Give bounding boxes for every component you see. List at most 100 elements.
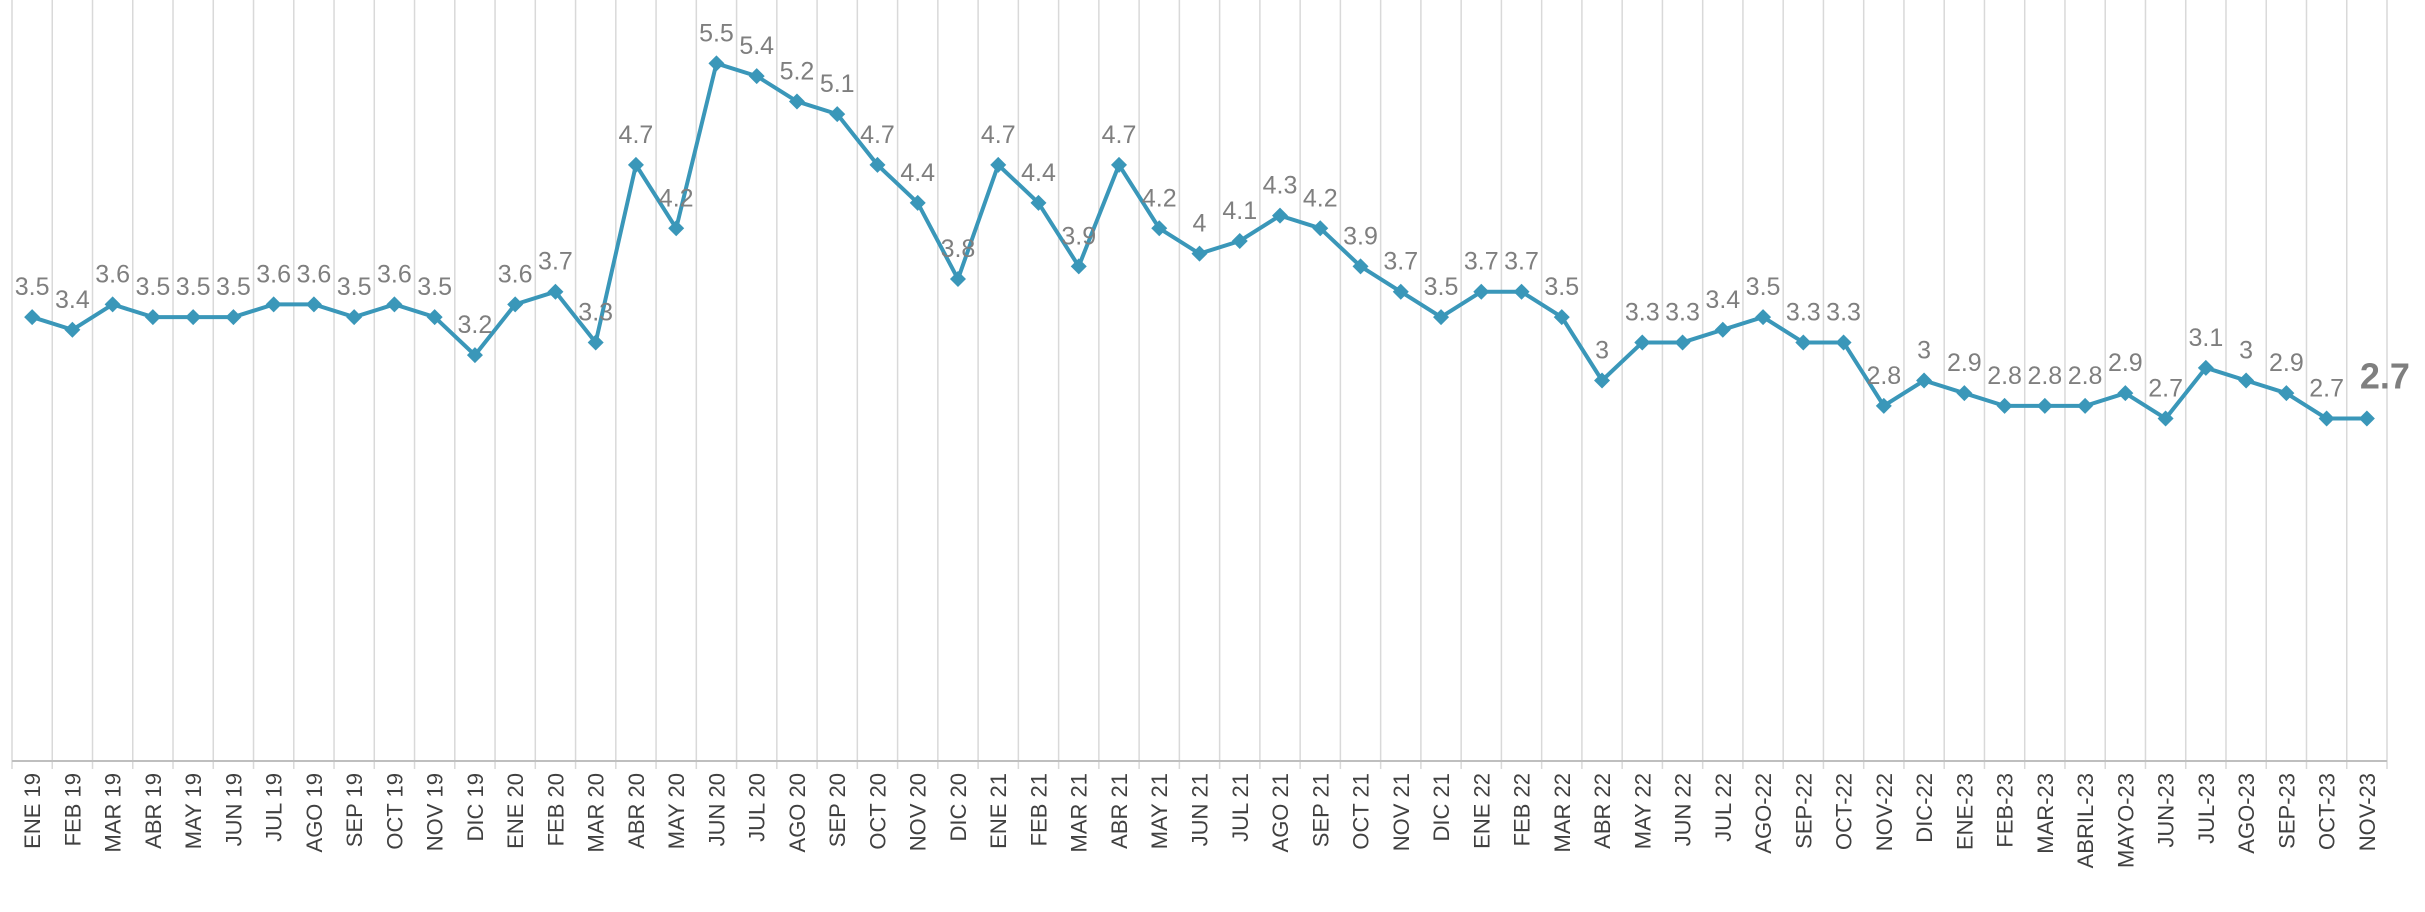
x-tick-label: ABR 19 — [141, 773, 166, 849]
data-label: 4.4 — [1021, 159, 1056, 187]
data-label: 4.7 — [619, 121, 654, 149]
data-label: 3.4 — [1705, 286, 1740, 314]
data-label: 3.6 — [95, 260, 130, 288]
x-tick-label: JUN 22 — [1671, 773, 1696, 846]
x-tick-label: ENE 20 — [503, 773, 528, 849]
x-tick-label: JUN 20 — [704, 773, 729, 846]
x-tick-label: JUN-23 — [2154, 773, 2179, 848]
marker — [225, 309, 242, 326]
data-label: 3.2 — [458, 311, 493, 339]
x-tick-label: FEB 21 — [1026, 773, 1051, 846]
data-label: 5.2 — [780, 57, 815, 85]
x-tick-label: ENE-23 — [1952, 773, 1977, 850]
data-label: 3.5 — [417, 273, 452, 301]
data-label: 3.7 — [1464, 248, 1499, 276]
data-label: 2.8 — [2068, 362, 2103, 390]
x-tick-label: ENE 21 — [986, 773, 1011, 849]
x-tick-label: ABR 22 — [1590, 773, 1615, 849]
marker — [1594, 372, 1611, 389]
x-tick-label: MAY 19 — [181, 773, 206, 849]
data-label: 4.7 — [1102, 121, 1137, 149]
data-label: 3.3 — [578, 298, 613, 326]
marker — [668, 220, 685, 237]
data-label: 3.5 — [1544, 273, 1579, 301]
data-label: 3.9 — [1061, 222, 1096, 250]
data-label: 3.6 — [498, 260, 533, 288]
x-tick-label: AGO-23 — [2234, 773, 2259, 854]
data-label: 4.2 — [659, 184, 694, 212]
marker — [2278, 385, 2295, 402]
x-tick-label: SEP 20 — [825, 773, 850, 847]
marker — [627, 156, 644, 173]
x-tick-label: FEB 19 — [60, 773, 85, 846]
data-label: 2.7 — [2309, 375, 2344, 403]
data-label: 5.4 — [739, 32, 774, 60]
data-label: 2.8 — [1866, 362, 1901, 390]
data-label: 3.5 — [216, 273, 251, 301]
x-tick-label: NOV-23 — [2355, 773, 2380, 851]
marker — [2197, 359, 2214, 376]
marker — [1070, 258, 1087, 275]
data-label: 3.6 — [297, 260, 332, 288]
marker — [1151, 220, 1168, 237]
marker — [1312, 220, 1329, 237]
data-label: 5.5 — [699, 19, 734, 47]
data-label: 3.3 — [1665, 298, 1700, 326]
x-tick-label: JUL 20 — [745, 773, 770, 842]
marker — [1272, 207, 1289, 224]
data-label: 3.7 — [1383, 248, 1418, 276]
x-tick-label: MAR 19 — [101, 773, 126, 852]
x-tick-label: FEB-23 — [1993, 773, 2018, 848]
marker — [1231, 232, 1248, 249]
x-tick-label: AGO 21 — [1268, 773, 1293, 852]
data-label: 3.7 — [538, 248, 573, 276]
x-tick-label: SEP 19 — [342, 773, 367, 847]
marker — [1956, 385, 1973, 402]
data-label: 3 — [1917, 337, 1931, 365]
marker — [2157, 410, 2174, 427]
x-tick-label: FEB 22 — [1510, 773, 1535, 846]
marker — [1634, 334, 1651, 351]
x-tick-label: MAY 22 — [1630, 773, 1655, 849]
data-label: 3.5 — [136, 273, 171, 301]
marker — [64, 321, 81, 338]
marker — [1433, 309, 1450, 326]
marker — [2077, 397, 2094, 414]
marker — [185, 309, 202, 326]
x-tick-label: ENE 22 — [1469, 773, 1494, 849]
marker — [1030, 194, 1047, 211]
data-label: 3.5 — [1424, 273, 1459, 301]
data-label: 3 — [2239, 337, 2253, 365]
x-tick-label: NOV 19 — [423, 773, 448, 851]
marker — [990, 156, 1007, 173]
marker — [1191, 245, 1208, 262]
data-label: 4.7 — [981, 121, 1016, 149]
marker — [2117, 385, 2134, 402]
x-tick-label: NOV 21 — [1389, 773, 1414, 851]
x-tick-label: MAY 20 — [664, 773, 689, 849]
x-tick-label: JUN 21 — [1188, 773, 1213, 846]
x-tick-label: JUN 19 — [221, 773, 246, 846]
x-tick-label: AGO-22 — [1751, 773, 1776, 854]
marker — [2318, 410, 2335, 427]
data-label: 4.3 — [1263, 172, 1298, 200]
data-label: 4.7 — [860, 121, 895, 149]
x-tick-label: JUL 19 — [262, 773, 287, 842]
marker — [144, 309, 161, 326]
marker — [909, 194, 926, 211]
marker — [1513, 283, 1530, 300]
x-tick-label: MAYO-23 — [2113, 773, 2138, 868]
data-label: 4.2 — [1303, 184, 1338, 212]
marker — [708, 55, 725, 72]
x-tick-label: ABRIL-23 — [2073, 773, 2098, 868]
data-label: 3.8 — [941, 235, 976, 263]
marker — [265, 296, 282, 313]
marker — [1755, 309, 1772, 326]
x-tick-label: JUL-23 — [2194, 773, 2219, 844]
data-label: 5.1 — [820, 70, 855, 98]
x-tick-label: DIC 19 — [463, 773, 488, 841]
data-label: 3.7 — [1504, 248, 1539, 276]
data-label: 4.4 — [900, 159, 935, 187]
marker — [426, 309, 443, 326]
